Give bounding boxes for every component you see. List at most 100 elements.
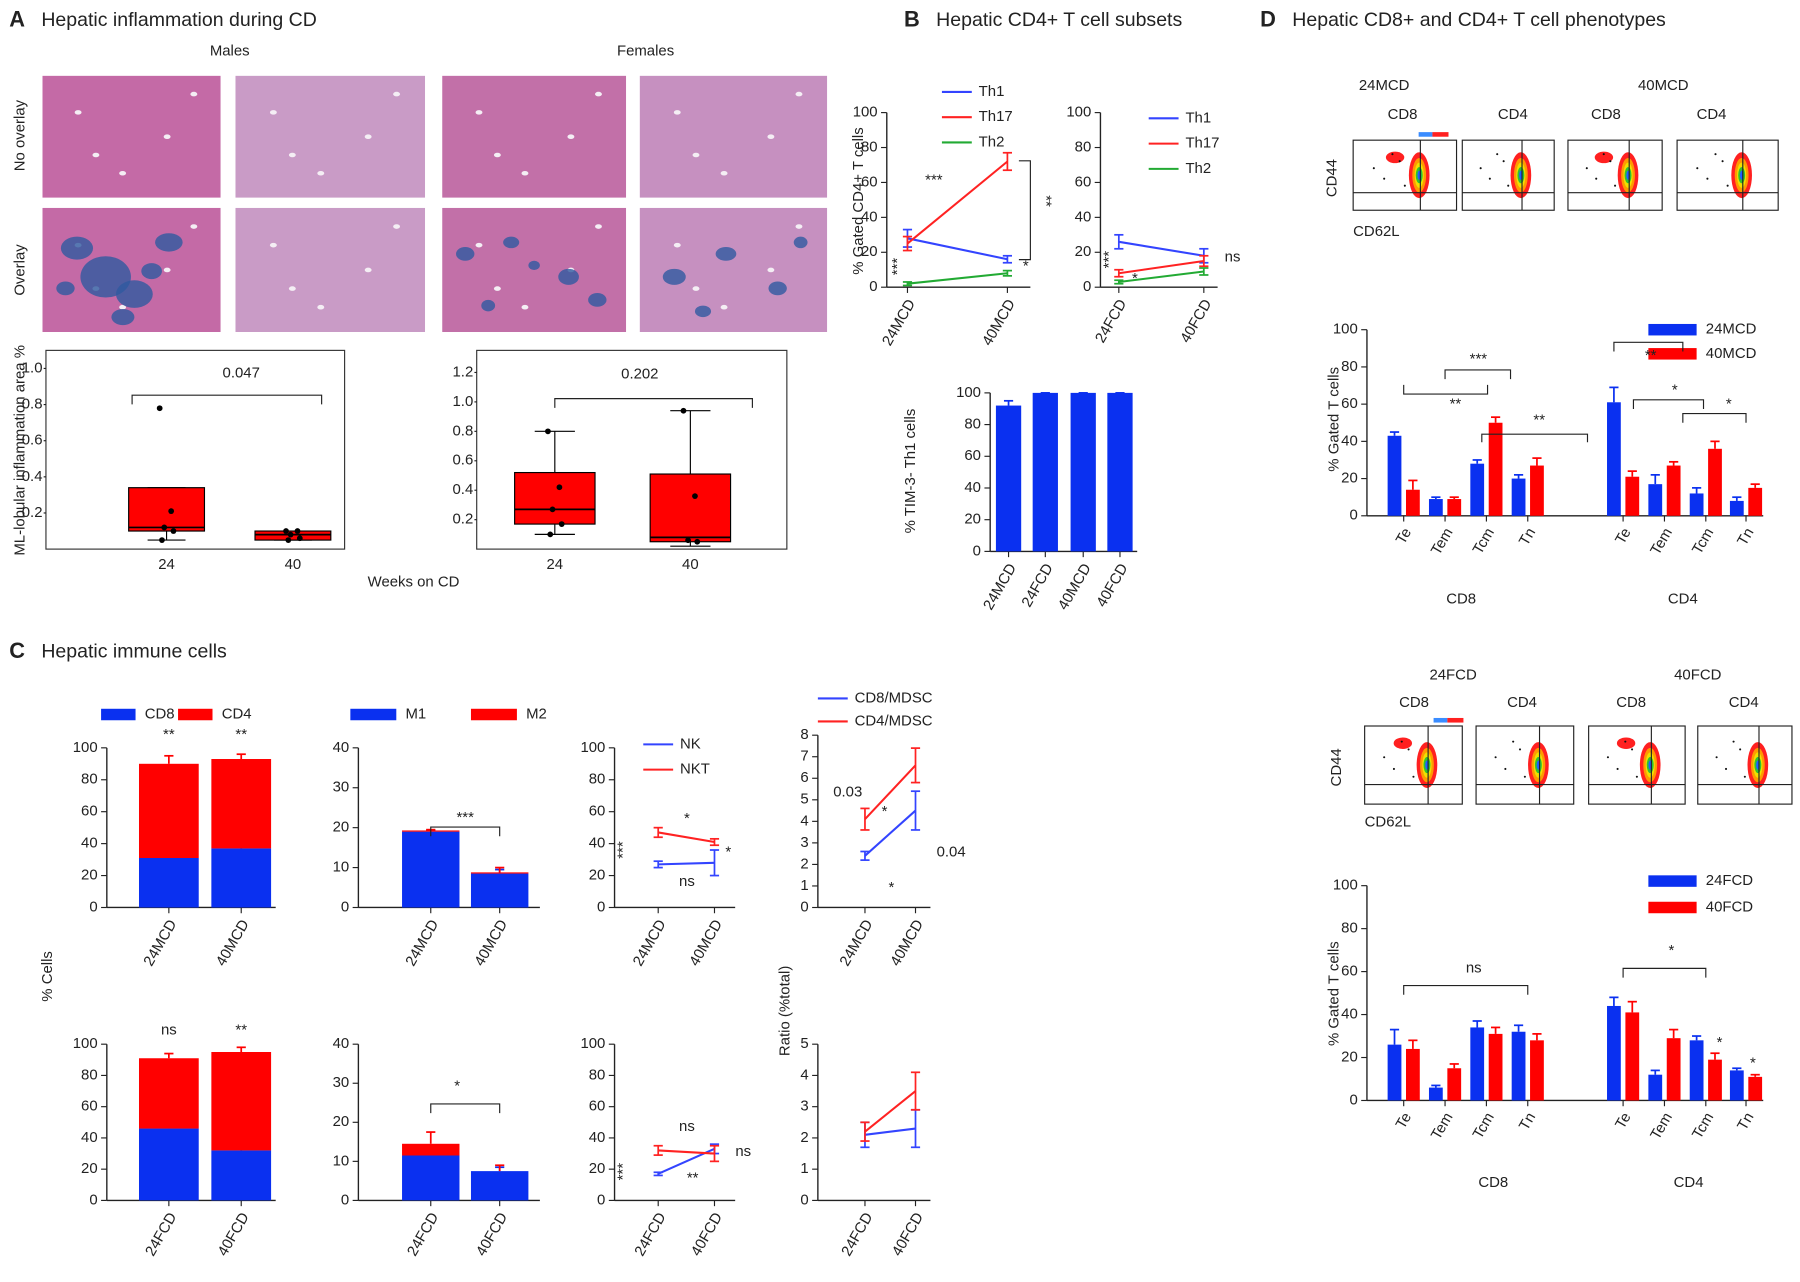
flow-y-marker: CD44 xyxy=(1323,159,1340,197)
flow-marker: CD8 xyxy=(1591,106,1621,123)
y-tick-label: 0.6 xyxy=(22,432,43,449)
inflammation-stain xyxy=(456,246,475,261)
vessel xyxy=(521,304,529,310)
annotation: ns xyxy=(1225,248,1241,265)
legend-label: CD8 xyxy=(145,705,175,722)
y-tick-label: 40 xyxy=(81,1129,98,1146)
y-tick-label: 0.2 xyxy=(453,511,474,528)
data-point xyxy=(168,508,175,515)
annotation: * xyxy=(1023,257,1029,274)
y-axis-label: % TIM-3- Th1 cells xyxy=(902,409,919,534)
legend-label: Th17 xyxy=(1185,135,1219,152)
box xyxy=(128,487,206,532)
y-tick-label: 80 xyxy=(81,1066,98,1083)
histology-image xyxy=(42,75,221,198)
y-tick-label: 0.2 xyxy=(22,504,43,521)
annotation: *** xyxy=(457,809,475,826)
significance-bracket xyxy=(1613,341,1684,352)
y-axis-label: % Gated T cells xyxy=(1326,941,1343,1046)
bar xyxy=(1511,478,1526,516)
flow-event xyxy=(1606,756,1609,759)
annotation: *** xyxy=(1470,351,1488,368)
bar-segment xyxy=(138,763,199,858)
flow-event xyxy=(1715,756,1718,759)
flow-event xyxy=(1721,160,1724,163)
data-line xyxy=(658,861,715,866)
inflammation-stain xyxy=(481,299,496,312)
data-point xyxy=(549,506,556,513)
bar xyxy=(995,405,1022,552)
histology-image xyxy=(442,75,627,198)
histology-group: Females xyxy=(617,43,674,60)
annotation: 0.202 xyxy=(621,365,658,382)
flow-event xyxy=(1523,775,1526,778)
data-line xyxy=(907,272,1008,285)
y-tick-label: 100 xyxy=(580,739,605,756)
bar xyxy=(1625,1012,1640,1101)
bar xyxy=(1470,463,1485,516)
flow-y-marker: CD44 xyxy=(1328,748,1345,786)
data-point xyxy=(283,528,289,534)
y-tick-label: 100 xyxy=(1333,877,1358,894)
flow-event xyxy=(1726,184,1729,187)
x-tick-label: Tn xyxy=(1516,1110,1539,1134)
inflammation-stain xyxy=(155,233,183,252)
vessel xyxy=(364,134,372,140)
significance-bracket xyxy=(554,398,753,408)
bar-segment xyxy=(211,1052,272,1151)
y-tick-label: 40 xyxy=(333,1035,350,1052)
annotation: *** xyxy=(615,841,632,859)
plot-frame xyxy=(45,349,346,550)
y-tick-label: 20 xyxy=(81,867,98,884)
annotation: *** xyxy=(889,258,906,276)
flow-event xyxy=(1504,767,1507,770)
flow-event xyxy=(1724,767,1728,770)
flow-event xyxy=(1732,740,1735,743)
y-tick-label: 0 xyxy=(1083,278,1091,295)
flow-density xyxy=(1616,737,1636,749)
legend-label: 40MCD xyxy=(1706,345,1757,362)
vessel xyxy=(767,267,775,273)
data-line xyxy=(1118,270,1204,283)
legend-label: Th1 xyxy=(979,83,1005,100)
vessel xyxy=(795,91,803,97)
flow-event xyxy=(1392,767,1395,770)
color-bar xyxy=(1433,717,1448,723)
inflammation-stain xyxy=(503,236,520,249)
x-tick-label: 40 xyxy=(285,556,302,573)
flow-event xyxy=(1743,775,1746,778)
y-tick-label: 0 xyxy=(341,898,349,915)
annotation: 0.047 xyxy=(223,364,260,381)
color-bar xyxy=(1447,717,1464,723)
y-tick-label: 100 xyxy=(1066,104,1091,121)
annotation: * xyxy=(1726,395,1732,412)
y-tick-label: 40 xyxy=(1341,432,1358,449)
data-line xyxy=(864,1127,916,1136)
flow-marker: CD4 xyxy=(1498,106,1528,123)
vessel xyxy=(692,286,700,291)
annotation: ** xyxy=(1450,395,1462,412)
legend-label: Th2 xyxy=(1185,160,1211,177)
bar xyxy=(1530,1040,1544,1101)
panel-label: C xyxy=(9,638,25,663)
y-tick-label: 0 xyxy=(1349,507,1357,524)
bar xyxy=(1428,499,1443,516)
bar-segment xyxy=(211,759,272,849)
annotation: ns xyxy=(679,1118,695,1135)
flow-event xyxy=(1518,748,1522,751)
bar-segment xyxy=(211,1150,272,1201)
vessel xyxy=(567,134,575,140)
bar xyxy=(1748,1076,1763,1101)
y-tick-label: 80 xyxy=(1341,920,1358,937)
legend-swatch xyxy=(178,708,213,721)
panel-title: Hepatic inflammation during CD xyxy=(41,9,317,31)
y-tick-label: 20 xyxy=(1341,1048,1358,1065)
significance-bracket xyxy=(1403,985,1529,995)
vessel xyxy=(190,91,198,97)
histology-row: No overlay xyxy=(12,99,29,171)
vessel xyxy=(393,224,401,229)
significance-bracket xyxy=(1682,412,1747,423)
y-tick-label: 20 xyxy=(861,243,878,260)
y-tick-label: 20 xyxy=(589,867,606,884)
data-line xyxy=(1118,259,1204,275)
